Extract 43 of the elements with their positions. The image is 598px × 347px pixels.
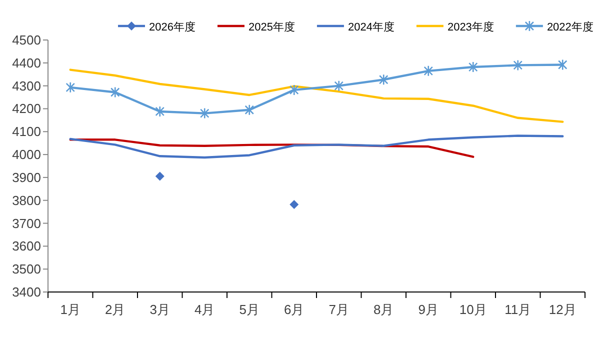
y-tick-label: 3500 bbox=[12, 262, 41, 277]
x-tick-label: 3月 bbox=[150, 302, 170, 317]
point bbox=[244, 104, 254, 116]
x-tick-label: 8月 bbox=[374, 302, 394, 317]
y-tick-label: 4500 bbox=[12, 32, 41, 48]
y-tick-label: 3400 bbox=[12, 284, 41, 300]
x-tick-label: 4月 bbox=[194, 302, 215, 317]
x-tick-label: 2月 bbox=[105, 302, 126, 317]
legend-label: 2024年度 bbox=[348, 20, 394, 34]
y-tick-label: 4100 bbox=[12, 124, 41, 140]
point bbox=[155, 106, 165, 118]
x-tick-label: 7月 bbox=[328, 302, 349, 317]
x-tick-label: 1月 bbox=[60, 302, 80, 317]
y-tick-label: 3900 bbox=[12, 170, 41, 185]
y-tick-label: 4000 bbox=[12, 147, 41, 162]
y-tick-label: 3700 bbox=[12, 216, 41, 231]
legend-label: 2026年度 bbox=[149, 20, 196, 34]
x-tick-label: 11月 bbox=[504, 302, 532, 317]
legend-label: 2022年度 bbox=[546, 20, 594, 34]
point bbox=[110, 86, 120, 98]
y-tick-label: 4400 bbox=[12, 55, 41, 70]
y-tick-label: 4200 bbox=[12, 101, 41, 116]
point bbox=[424, 65, 434, 77]
x-tick-label: 12月 bbox=[548, 302, 576, 317]
x-tick-label: 6月 bbox=[284, 302, 304, 317]
point bbox=[513, 60, 523, 71]
point bbox=[66, 82, 76, 94]
point bbox=[558, 59, 568, 70]
y-tick-label: 4300 bbox=[12, 78, 41, 94]
x-tick-label: 5月 bbox=[239, 302, 260, 317]
point bbox=[290, 200, 299, 209]
legend-label: 2023年度 bbox=[447, 20, 494, 34]
point bbox=[289, 84, 299, 96]
legend-label: 2025年度 bbox=[248, 20, 295, 34]
point bbox=[378, 74, 388, 86]
x-tick-label: 10月 bbox=[459, 302, 487, 317]
y-tick-label: 3600 bbox=[12, 238, 41, 254]
y-tick-label: 3800 bbox=[12, 192, 41, 208]
point bbox=[468, 61, 478, 73]
point bbox=[334, 80, 344, 92]
x-tick-label: 9月 bbox=[418, 302, 438, 317]
point bbox=[200, 108, 210, 119]
point bbox=[155, 172, 164, 181]
